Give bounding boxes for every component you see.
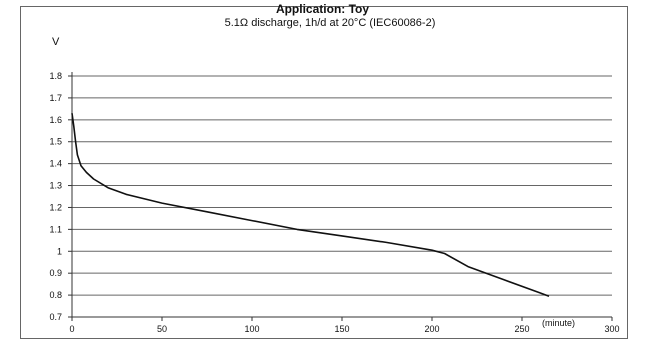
y-tick-label: 1 <box>57 246 62 256</box>
chart-frame <box>20 6 628 339</box>
x-tick-label: 150 <box>334 324 349 334</box>
y-tick-label: 0.8 <box>49 290 62 300</box>
chart-subtitle: 5.1Ω discharge, 1h/d at 20°C (IEC60086-2… <box>224 17 436 29</box>
y-tick-label: 1.3 <box>49 181 62 191</box>
x-tick-label: 200 <box>424 324 439 334</box>
x-tick-label: 50 <box>157 324 167 334</box>
x-tick-label: 100 <box>244 324 259 334</box>
y-tick-label: 1.1 <box>49 224 62 234</box>
x-tick-label: 250 <box>514 324 529 334</box>
y-tick-label: 1.7 <box>49 93 62 103</box>
y-tick-label: 1.8 <box>49 71 62 81</box>
y-tick-label: 1.2 <box>49 202 62 212</box>
x-tick-label: 300 <box>604 324 619 334</box>
y-tick-label: 1.6 <box>49 115 62 125</box>
y-tick-label: 1.5 <box>49 137 62 147</box>
chart-title: Application: Toy <box>275 2 370 16</box>
y-axis-label: V <box>52 36 60 48</box>
y-tick-label: 1.4 <box>49 159 62 169</box>
y-tick-label: 0.9 <box>49 268 62 278</box>
x-axis-unit-label: (minute) <box>542 318 576 328</box>
discharge-curve-line <box>71 113 550 297</box>
x-tick-label: 0 <box>69 324 74 334</box>
y-tick-label: 0.7 <box>49 312 62 322</box>
